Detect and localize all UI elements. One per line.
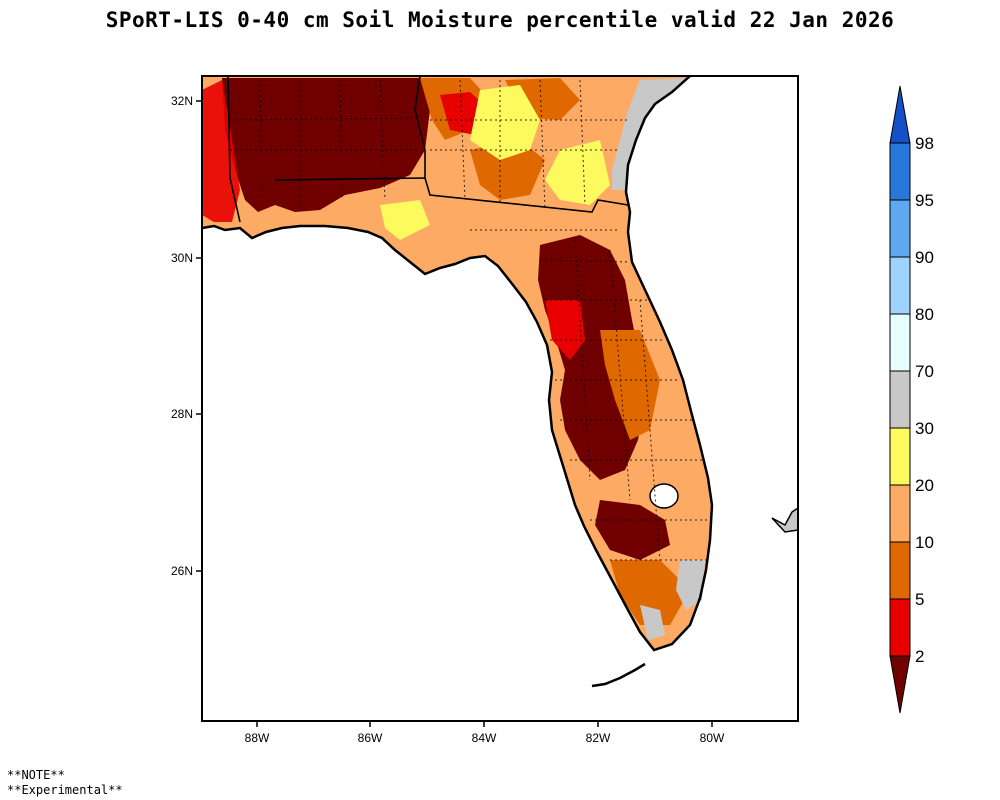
colorbar-label: 98 — [915, 134, 934, 153]
lon-tick-label: 84W — [472, 731, 497, 745]
lon-axis — [256, 721, 713, 727]
lon-tick-label: 82W — [586, 731, 611, 745]
colorbar-top-arrow — [889, 85, 911, 144]
near-normal-region — [545, 140, 610, 205]
note-label: **NOTE** — [7, 768, 65, 782]
near-normal-region — [470, 85, 540, 160]
colorbar-label: 90 — [915, 248, 934, 267]
normal-region — [612, 78, 688, 190]
colorbar-segment — [889, 370, 911, 429]
colorbar-segment — [889, 541, 911, 600]
severe-dry-region — [545, 300, 585, 360]
colorbar-segment — [889, 256, 911, 315]
colorbar-segment — [889, 427, 911, 486]
extreme-dry-region — [595, 500, 670, 560]
moderate-dry-region — [470, 140, 545, 200]
colorbar-label: 20 — [915, 476, 934, 495]
county-lines — [229, 79, 708, 561]
land-area — [202, 76, 712, 650]
extreme-dry-region — [538, 235, 645, 480]
lon-tick-label: 88W — [245, 731, 270, 745]
colorbar-segment — [889, 598, 911, 657]
colorbar-segment — [889, 142, 911, 201]
chart-title: SPoRT-LIS 0-40 cm Soil Moisture percenti… — [105, 8, 895, 32]
experimental-label: **Experimental** — [7, 783, 123, 797]
severe-dry-region — [202, 80, 240, 222]
map-frame — [201, 75, 799, 722]
colorbar-segment — [889, 199, 911, 258]
bahamas-fragment — [771, 507, 798, 533]
colorbar-segment — [889, 313, 911, 372]
colorbar-bottom-arrow — [889, 655, 911, 714]
colorbar-legend: 2 5 10 20 30 70 80 90 95 98 — [889, 85, 934, 714]
moderate-dry-region — [610, 560, 690, 625]
lon-tick-label: 80W — [700, 731, 725, 745]
colorbar-label: 80 — [915, 305, 934, 324]
colorbar-segment — [889, 484, 911, 543]
lat-tick-label: 32N — [171, 94, 193, 108]
coastline — [202, 76, 714, 652]
colorbar-label: 5 — [915, 590, 924, 609]
colorbar-label: 70 — [915, 362, 934, 381]
normal-region — [676, 560, 705, 610]
colorbar-label: 95 — [915, 191, 934, 210]
map-land-layer — [202, 76, 798, 688]
lat-tick-label: 26N — [171, 564, 193, 578]
state-border-al-ga — [414, 76, 426, 178]
florida-keys — [591, 662, 646, 688]
moderate-dry-region — [600, 330, 660, 440]
normal-region — [640, 605, 665, 640]
colorbar-label: 2 — [915, 647, 924, 666]
lon-tick-label: 86W — [358, 731, 383, 745]
colorbar-label: 30 — [915, 419, 934, 438]
colorbar-label: 10 — [915, 533, 934, 552]
state-border-al-fl — [227, 76, 629, 223]
lat-axis — [196, 100, 202, 572]
lat-tick-label: 28N — [171, 407, 193, 421]
lake-okeechobee — [649, 483, 679, 509]
near-normal-region — [380, 200, 430, 240]
lat-tick-label: 30N — [171, 251, 193, 265]
